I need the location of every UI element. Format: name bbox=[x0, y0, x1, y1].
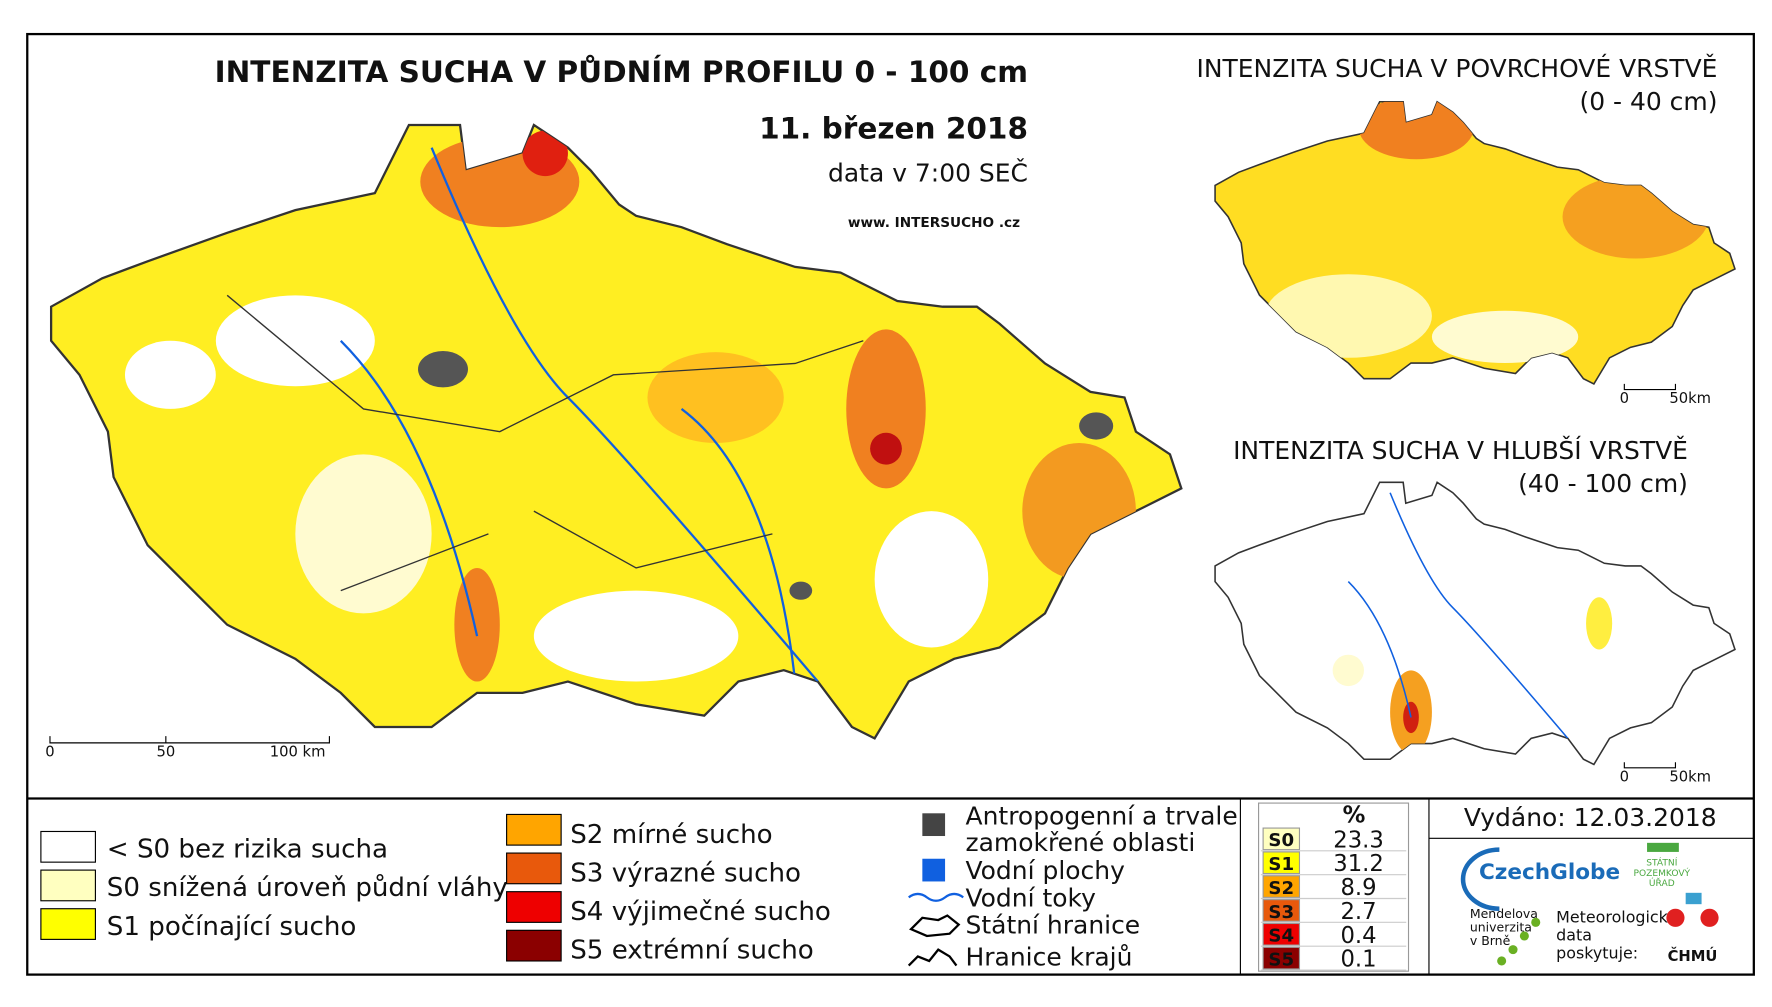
title: INTENZITA SUCHA V PŮDNÍM PROFILU 0 - 100… bbox=[215, 53, 1028, 89]
logo-text: STÁTNÍ bbox=[1646, 857, 1677, 869]
row-swatch bbox=[1262, 899, 1301, 922]
row-value: 0.4 bbox=[1340, 923, 1376, 949]
logo-text: ÚŘAD bbox=[1649, 877, 1675, 889]
scale-label: 50km bbox=[1669, 768, 1711, 785]
legend-item: S5 extrémní sucho bbox=[570, 936, 814, 966]
legend: < S0 bez rizika sucha S0 snížená úroveň … bbox=[40, 802, 1238, 972]
scale-label: 0 bbox=[45, 744, 54, 761]
row-code: S0 bbox=[1268, 830, 1294, 851]
logo-text: ČHMÚ bbox=[1668, 947, 1718, 965]
scale-label: 0 bbox=[1620, 390, 1629, 407]
stats-table: % S0 23.3 S1 31.2 S2 8.9 S3 2.7 S4 0.4 S5 0.1 bbox=[1258, 802, 1410, 973]
logo-text: Meteorologická bbox=[1556, 907, 1677, 926]
main-scale: 0 50 100 km bbox=[45, 736, 330, 761]
scale-label: 100 km bbox=[270, 744, 326, 761]
scale-label: 50km bbox=[1669, 390, 1711, 407]
issued: Vydáno: 12.03.2018 bbox=[1464, 803, 1717, 832]
date: 11. březen 2018 bbox=[759, 112, 1028, 146]
row-value: 0.1 bbox=[1340, 947, 1376, 973]
logo-text: univerzita bbox=[1470, 919, 1532, 934]
main-map bbox=[49, 123, 1183, 740]
legend-item: < S0 bez rizika sucha bbox=[107, 835, 388, 865]
row-code: S3 bbox=[1268, 902, 1294, 923]
row-code: S1 bbox=[1268, 854, 1294, 875]
row-value: 2.7 bbox=[1340, 899, 1376, 925]
row-code: S5 bbox=[1268, 950, 1294, 971]
legend-item: S2 mírné sucho bbox=[570, 820, 772, 850]
website: www. INTERSUCHO .cz bbox=[848, 215, 1020, 231]
deep-map bbox=[1214, 481, 1736, 766]
legend-item: S1 počínající sucho bbox=[107, 912, 357, 942]
legend-item: Antropogenní a trvale bbox=[966, 802, 1238, 831]
logos: CzechGlobe Mendelova univerzita v Brně M… bbox=[1460, 842, 1719, 966]
legend-item: S3 výrazné sucho bbox=[570, 858, 801, 888]
logo-text: data bbox=[1556, 926, 1592, 945]
time: data v 7:00 SEČ bbox=[828, 158, 1028, 188]
row-swatch bbox=[1262, 875, 1301, 898]
row-code: S4 bbox=[1268, 926, 1294, 947]
logo-text: Mendelova bbox=[1470, 906, 1538, 921]
row-swatch bbox=[1262, 851, 1301, 875]
scale-label: 50 bbox=[156, 744, 175, 761]
legend-item: Vodní plochy bbox=[966, 856, 1126, 885]
logo-text: CzechGlobe bbox=[1479, 860, 1620, 885]
logo-text: v Brně bbox=[1470, 933, 1511, 948]
row-value: 31.2 bbox=[1333, 851, 1384, 877]
deep-title: INTENZITA SUCHA V HLUBŠÍ VRSTVĚ bbox=[1233, 435, 1688, 465]
legend-item: Hranice krajů bbox=[966, 943, 1133, 972]
surface-depth: (0 - 40 cm) bbox=[1579, 87, 1717, 116]
deep-scale: 0 50km bbox=[1620, 762, 1711, 785]
legend-item: Státní hranice bbox=[966, 911, 1141, 940]
scale-label: 0 bbox=[1620, 768, 1629, 785]
surface-scale: 0 50km bbox=[1620, 383, 1711, 407]
deep-depth: (40 - 100 cm) bbox=[1518, 469, 1688, 498]
legend-item: S4 výjimečné sucho bbox=[570, 897, 831, 927]
logo-text: POZEMKOVÝ bbox=[1634, 867, 1691, 879]
table-header: % bbox=[1343, 802, 1366, 828]
logo-text: poskytuje: bbox=[1556, 944, 1638, 963]
row-value: 23.3 bbox=[1333, 827, 1384, 853]
surface-title: INTENZITA SUCHA V POVRCHOVÉ VRSTVĚ bbox=[1196, 54, 1717, 83]
legend-item: S0 snížená úroveň půdní vláhy bbox=[107, 873, 508, 903]
row-code: S2 bbox=[1268, 878, 1294, 899]
legend-item: Vodní toky bbox=[966, 883, 1097, 912]
row-swatch bbox=[1262, 922, 1301, 946]
row-swatch bbox=[1262, 946, 1301, 970]
row-swatch bbox=[1262, 827, 1301, 851]
legend-item: zamokřené oblasti bbox=[966, 828, 1196, 857]
row-value: 8.9 bbox=[1340, 875, 1376, 901]
